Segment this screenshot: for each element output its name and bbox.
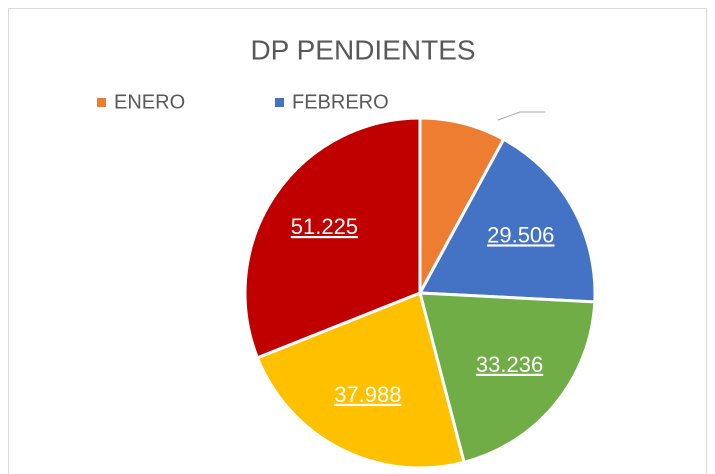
legend-marker: [275, 98, 284, 107]
legend-label: ENERO: [114, 91, 185, 113]
pie-slice: [418, 291, 597, 465]
pie-slice: [255, 290, 466, 470]
data-label: 37.988: [334, 382, 401, 407]
pie-slice: [243, 116, 422, 360]
pie-slice: [417, 137, 597, 304]
data-label: 29.506: [487, 222, 554, 247]
data-label: 33.236: [476, 352, 543, 377]
legend-label: FEBRERO: [292, 91, 389, 113]
leader-line: [497, 111, 545, 121]
chart-title: DP PENDIENTES: [250, 34, 475, 65]
data-label: 51.225: [291, 214, 358, 239]
legend-marker: [97, 98, 106, 107]
